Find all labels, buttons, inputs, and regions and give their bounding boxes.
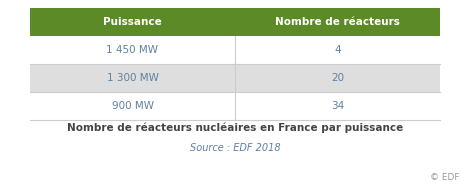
- Text: Nombre de réacteurs nucléaires en France par puissance: Nombre de réacteurs nucléaires en France…: [67, 123, 403, 133]
- Text: Puissance: Puissance: [103, 17, 162, 27]
- Bar: [30, 64, 440, 92]
- Bar: [30, 8, 440, 36]
- Text: 4: 4: [334, 45, 341, 55]
- Text: © EDF: © EDF: [431, 173, 460, 183]
- Text: 20: 20: [331, 73, 344, 83]
- Text: 1 450 MW: 1 450 MW: [107, 45, 158, 55]
- Text: 34: 34: [331, 101, 344, 111]
- Text: 1 300 MW: 1 300 MW: [107, 73, 158, 83]
- Text: Source : EDF 2018: Source : EDF 2018: [190, 143, 280, 153]
- Bar: [30, 36, 440, 64]
- Text: 900 MW: 900 MW: [111, 101, 154, 111]
- Bar: [30, 92, 440, 120]
- Text: Nombre de réacteurs: Nombre de réacteurs: [275, 17, 400, 27]
